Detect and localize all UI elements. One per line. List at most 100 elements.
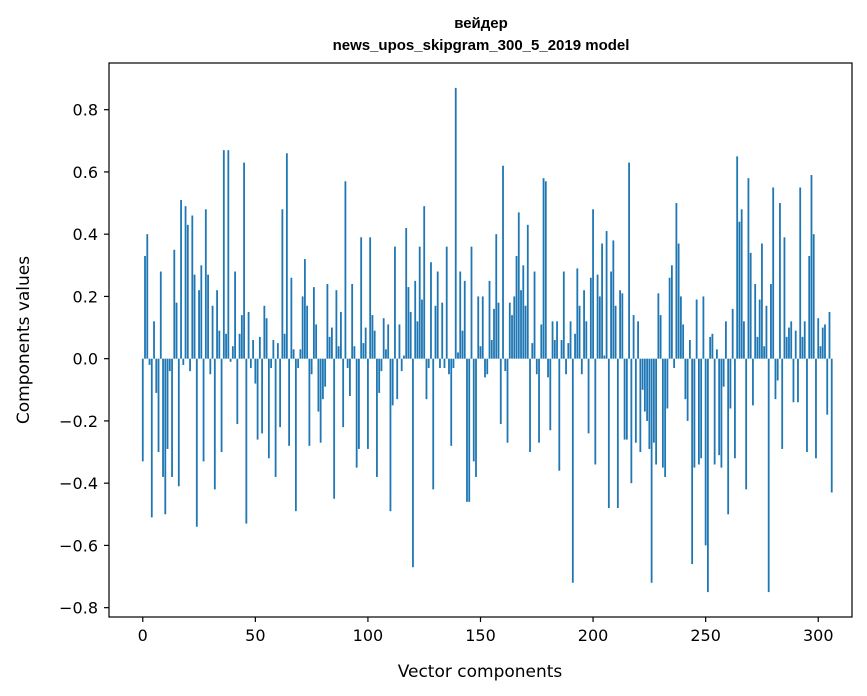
bar	[598, 296, 601, 359]
bar	[648, 358, 651, 449]
bar	[166, 358, 169, 449]
bar	[673, 358, 676, 369]
bar	[632, 315, 635, 359]
bar	[385, 349, 387, 359]
bar	[193, 274, 196, 359]
bar	[781, 358, 784, 449]
bar	[819, 346, 822, 359]
bar	[565, 358, 567, 375]
bar	[531, 343, 534, 359]
bar	[369, 237, 372, 359]
bar	[547, 358, 549, 378]
bar	[702, 296, 705, 359]
bar	[792, 358, 795, 403]
bar	[556, 321, 558, 359]
bar	[324, 358, 327, 387]
bar	[380, 358, 383, 372]
bar	[146, 234, 149, 359]
bar	[688, 340, 691, 359]
bar	[603, 355, 606, 359]
bar	[610, 271, 612, 359]
bar	[225, 333, 227, 359]
bar	[148, 358, 151, 365]
bar	[281, 209, 284, 359]
bar	[830, 358, 833, 493]
bar	[709, 336, 712, 359]
bar	[412, 358, 414, 568]
bar	[560, 340, 563, 359]
bar	[589, 277, 592, 359]
bar	[414, 280, 417, 359]
bar	[144, 255, 146, 359]
bar	[285, 153, 288, 359]
bar	[614, 305, 617, 359]
bar	[650, 358, 653, 583]
bar	[747, 178, 750, 359]
x-tick-label: 150	[465, 626, 496, 645]
bar	[713, 358, 716, 465]
bar	[360, 237, 363, 359]
bar	[682, 324, 685, 359]
bar	[734, 358, 736, 459]
bar	[679, 296, 682, 359]
bar	[231, 346, 234, 359]
bar	[540, 324, 543, 359]
bar	[749, 252, 752, 359]
y-tick-label: 0.8	[73, 101, 98, 120]
bar	[425, 358, 428, 400]
bar	[303, 259, 306, 359]
bar	[486, 358, 489, 375]
bar	[236, 358, 239, 425]
bar	[783, 237, 786, 359]
bar	[191, 215, 194, 359]
bar	[394, 246, 396, 359]
bar	[727, 358, 730, 515]
y-tick-label: 0.6	[73, 163, 98, 182]
bar	[695, 299, 698, 359]
bar	[517, 212, 520, 359]
bar	[725, 321, 727, 359]
bar	[240, 315, 243, 359]
bar	[515, 255, 518, 359]
bar	[173, 249, 176, 359]
bar	[756, 336, 759, 359]
bar	[227, 150, 230, 359]
bar	[216, 290, 218, 359]
bar	[373, 330, 376, 359]
bar	[459, 271, 462, 359]
plot-frame	[108, 62, 853, 618]
bar	[785, 336, 788, 359]
bar	[745, 358, 748, 490]
bar	[576, 268, 579, 359]
bar	[436, 271, 439, 359]
bar	[788, 327, 790, 359]
bar	[351, 283, 354, 359]
bar	[297, 358, 300, 369]
bar	[344, 181, 347, 359]
bar	[308, 358, 311, 446]
bar	[220, 358, 223, 453]
bar	[704, 358, 707, 546]
bar	[707, 358, 709, 593]
bar	[504, 358, 507, 372]
bar	[168, 358, 171, 372]
bar	[150, 358, 153, 518]
bar	[421, 299, 423, 359]
y-tick-label: −0.6	[59, 536, 98, 555]
bar	[799, 187, 802, 359]
bar	[261, 358, 264, 434]
bar	[288, 358, 291, 446]
bar	[592, 209, 594, 359]
bar	[209, 358, 212, 375]
bar	[601, 243, 603, 359]
bar	[821, 327, 824, 359]
bar	[666, 358, 669, 409]
bar	[574, 333, 576, 359]
bar	[779, 203, 781, 359]
bar	[605, 231, 608, 359]
bar-series	[141, 87, 833, 593]
bar	[267, 358, 270, 459]
bar	[353, 346, 356, 359]
bar	[535, 358, 538, 375]
bar	[276, 343, 279, 359]
